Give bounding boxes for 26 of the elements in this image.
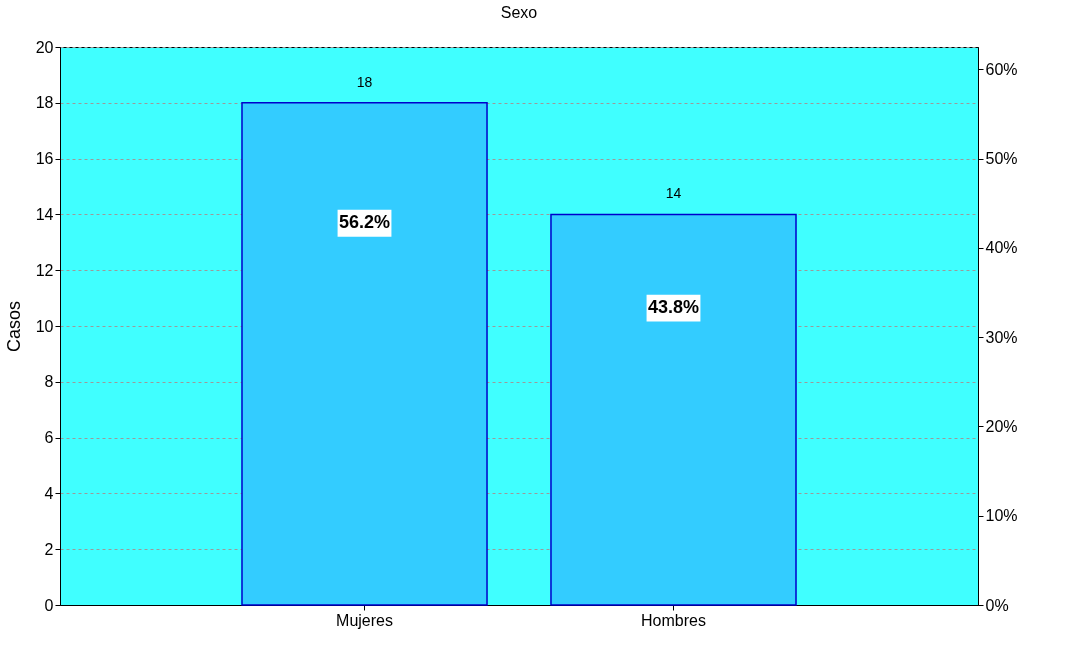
y2-tick-label: 30% [985, 328, 1018, 346]
y-tick-label: 16 [35, 150, 54, 168]
y2-tick-label: 60% [985, 60, 1018, 78]
y-axis-title: Casos [3, 300, 24, 353]
y-tick-label: 8 [44, 373, 54, 391]
data-label: 18 [356, 73, 373, 90]
chart-title: Sexo [500, 4, 538, 21]
annotation: 43.8% [647, 297, 700, 318]
y-tick-label: 12 [35, 261, 54, 279]
y-tick-label: 2 [44, 540, 54, 558]
y2-tick-label: 0% [985, 596, 1009, 614]
y-tick-label: 18 [35, 94, 54, 112]
x-tick-label: Hombres [641, 611, 706, 629]
x-tick-label: Mujeres [336, 611, 393, 629]
y-tick-label: 14 [35, 205, 54, 223]
y2-tick-label: 10% [985, 507, 1018, 525]
y-tick-label: 6 [44, 429, 54, 447]
y2-tick-label: 40% [985, 239, 1018, 257]
y-tick-label: 20 [35, 38, 54, 56]
y-tick-label: 0 [44, 596, 54, 614]
y-tick-label: 10 [35, 317, 54, 335]
y-tick-label: 4 [44, 484, 54, 502]
y2-tick-label: 20% [985, 417, 1018, 435]
data-label: 14 [665, 185, 682, 202]
y2-tick-label: 50% [985, 150, 1018, 168]
annotation: 56.2% [338, 212, 391, 233]
